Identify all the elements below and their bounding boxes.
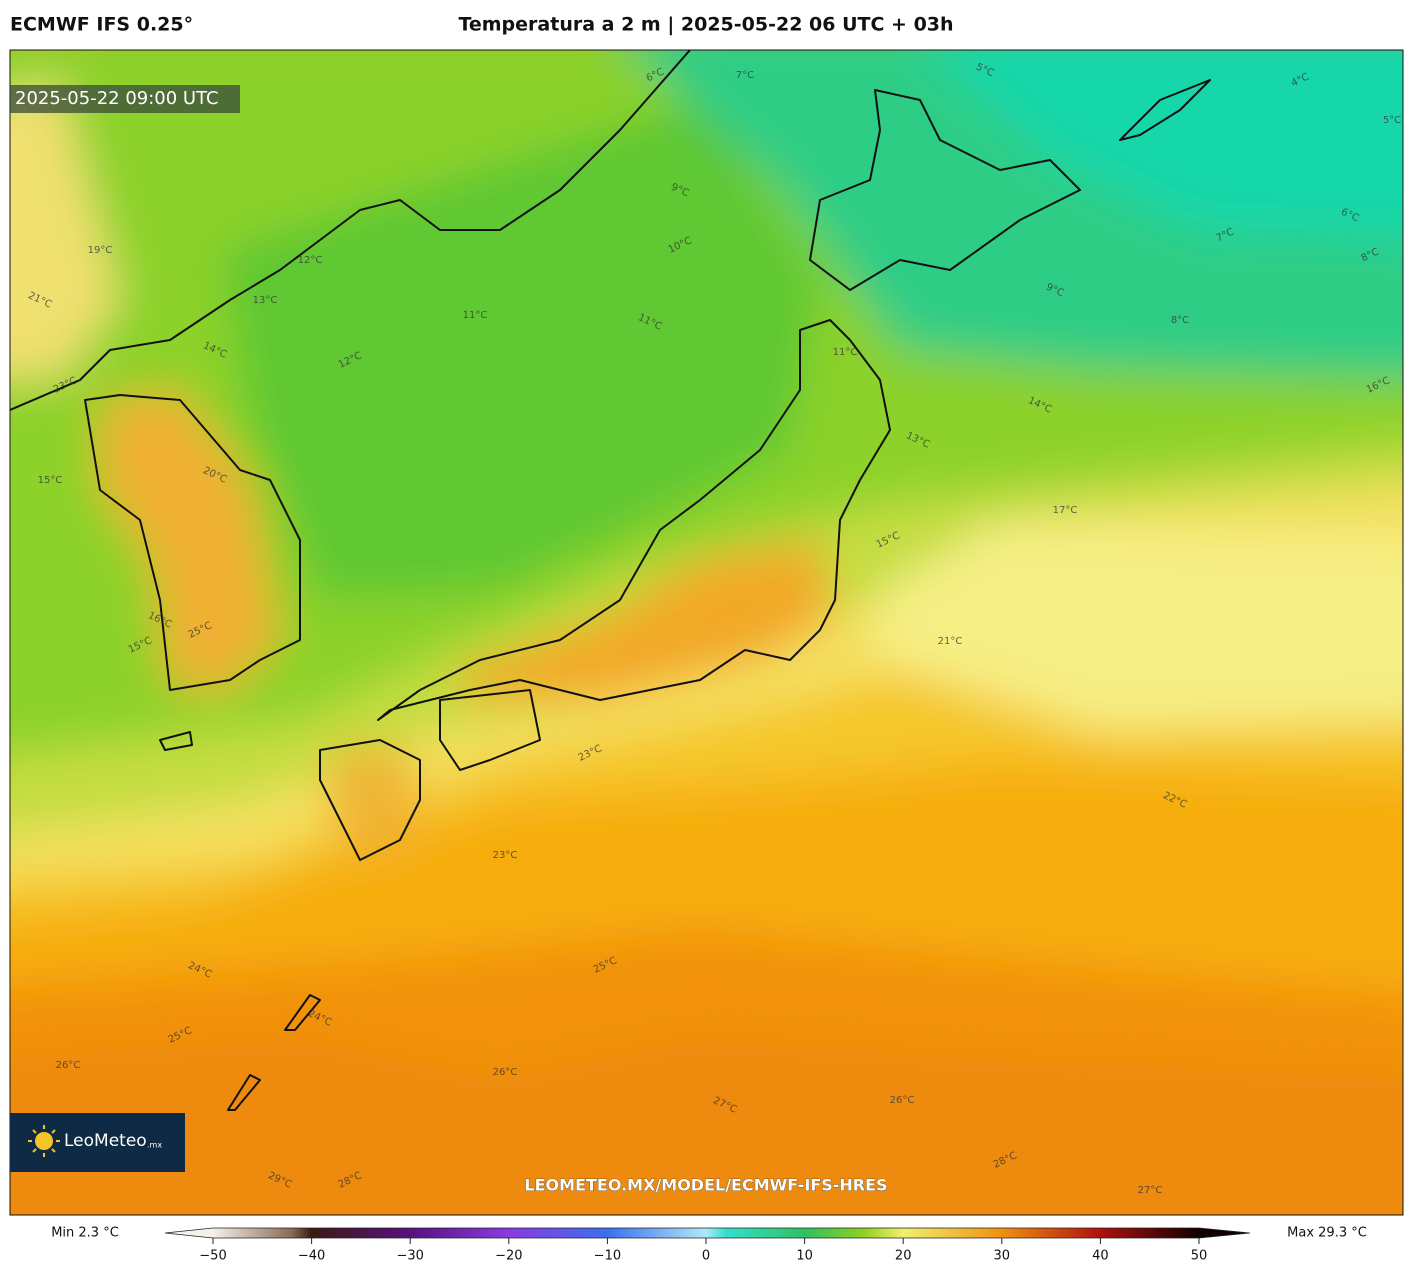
tick-label: −30 (396, 1249, 423, 1263)
colorbar (164, 1227, 1251, 1239)
contour-label: 13°C (253, 295, 278, 306)
logo-name: LeoMeteo (64, 1131, 147, 1151)
timestamp: 2025-05-22 09:00 UTC (15, 88, 219, 109)
tick-label: −40 (298, 1249, 325, 1263)
contour-label: 17°C (1053, 505, 1078, 516)
tick-label: −50 (199, 1249, 226, 1263)
contour-label: 19°C (88, 245, 113, 256)
tick-label: 10 (796, 1249, 813, 1263)
watermark: LEOMETEO.MX/MODEL/ECMWF-IFS-HRES (524, 1176, 887, 1195)
contour-label: 21°C (938, 636, 963, 647)
logo-rays (28, 1125, 60, 1157)
contour-label: 11°C (463, 310, 488, 321)
contour-label: 5°C (1383, 115, 1401, 126)
contour-label: 23°C (493, 850, 518, 861)
contour-label: 12°C (298, 255, 323, 266)
contour-label: 26°C (890, 1095, 915, 1106)
contour-label: 26°C (493, 1067, 518, 1078)
contour-label: 15°C (38, 475, 63, 486)
timestamp-box (10, 85, 240, 113)
contour-label: 27°C (1138, 1185, 1163, 1196)
contour-label: 7°C (736, 70, 754, 81)
contour-label: 26°C (56, 1060, 81, 1071)
contour-label: 11°C (833, 347, 858, 358)
tick-label: 0 (702, 1249, 710, 1263)
logo-suffix: .mx (147, 1141, 162, 1150)
map-frame (9, 49, 1404, 1216)
min-label: Min 2.3 °C (51, 1226, 119, 1241)
tick-label: −20 (495, 1249, 522, 1263)
tick-label: 50 (1191, 1249, 1208, 1263)
temperature-field: 6°C 7°C 5°C4°C5°C9°C10°C11°C 11°C12°C12°C6°… (10, 50, 1403, 1215)
map-title: Temperatura a 2 m | 2025-05-22 06 UTC + … (458, 14, 953, 36)
tick-label: 30 (994, 1249, 1011, 1263)
model-name: ECMWF IFS 0.25° (10, 14, 193, 36)
logo-sun (35, 1132, 53, 1150)
contour-label: 8°C (1171, 315, 1189, 326)
colorbar-ticks: −50 −40 −30 −20 −10 0 10 20 30 40 50 (199, 1238, 1207, 1263)
tick-label: 40 (1092, 1249, 1109, 1263)
tick-label: −10 (594, 1249, 621, 1263)
max-label: Max 29.3 °C (1287, 1226, 1367, 1241)
coastlines (10, 50, 1211, 1111)
tick-label: 20 (895, 1249, 912, 1263)
